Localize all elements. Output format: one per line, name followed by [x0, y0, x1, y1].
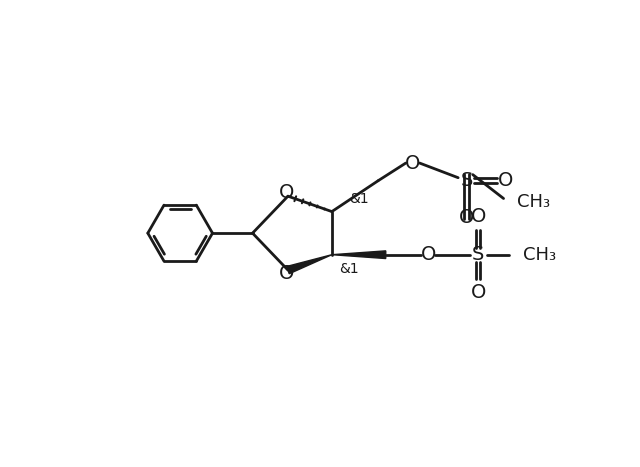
Text: S: S	[472, 245, 484, 264]
Text: CH₃: CH₃	[517, 192, 550, 211]
Text: O: O	[279, 264, 294, 283]
Text: O: O	[497, 171, 513, 190]
Text: &1: &1	[340, 262, 359, 276]
Text: O: O	[470, 283, 486, 302]
Text: O: O	[420, 245, 436, 264]
Text: O: O	[470, 207, 486, 226]
Text: O: O	[279, 183, 294, 202]
Text: S: S	[460, 171, 473, 190]
Text: &1: &1	[349, 192, 369, 206]
Polygon shape	[287, 255, 332, 274]
Text: CH₃: CH₃	[523, 246, 556, 264]
Text: O: O	[459, 208, 474, 227]
Polygon shape	[332, 251, 386, 259]
Text: O: O	[405, 154, 420, 173]
